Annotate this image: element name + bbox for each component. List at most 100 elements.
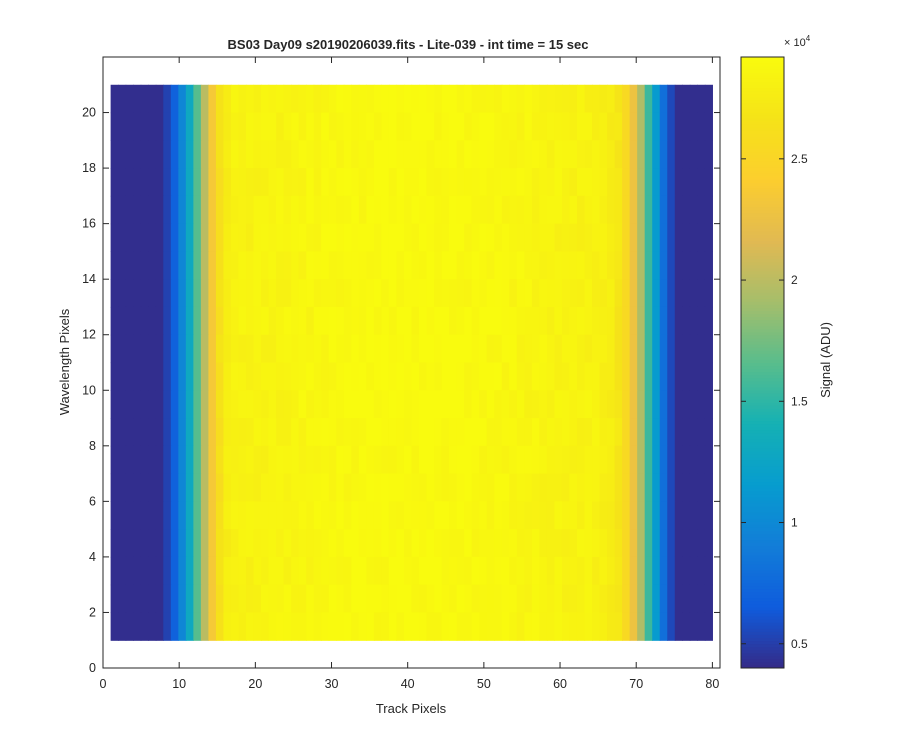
heatmap-cell — [546, 168, 556, 197]
heatmap-cell — [223, 195, 232, 225]
heatmap-cell — [471, 223, 480, 253]
heatmap-cell — [411, 279, 420, 308]
heatmap-cell — [230, 223, 240, 253]
heatmap-cell — [230, 306, 240, 336]
heatmap-cell — [185, 84, 194, 114]
heatmap-cell — [607, 251, 616, 280]
heatmap-cell — [163, 390, 172, 419]
heatmap-cell — [419, 445, 428, 475]
heatmap-cell — [283, 334, 292, 364]
heatmap-cell — [539, 334, 548, 364]
heatmap-cell — [464, 501, 473, 530]
heatmap-cell — [411, 251, 420, 280]
heatmap-cell — [509, 168, 518, 197]
heatmap-cell — [321, 362, 330, 391]
heatmap-cell — [501, 390, 510, 419]
heatmap-cell — [426, 501, 435, 530]
heatmap-cell — [268, 84, 277, 114]
heatmap-cell — [584, 112, 593, 141]
heatmap-cell — [592, 418, 601, 447]
heatmap-cell — [652, 445, 661, 475]
heatmap-cell — [193, 390, 202, 419]
heatmap-cell — [449, 556, 458, 586]
heatmap-cell — [426, 529, 435, 558]
heatmap-cell — [283, 168, 292, 197]
heatmap-cell — [396, 279, 405, 308]
heatmap-cell — [283, 473, 292, 502]
heatmap-cell — [501, 112, 510, 141]
heatmap-cell — [193, 612, 202, 641]
heatmap-cell — [313, 223, 322, 253]
heatmap-cell — [321, 306, 330, 336]
heatmap-cell — [531, 529, 540, 558]
heatmap-cell — [652, 279, 661, 308]
heatmap-cell — [449, 112, 458, 141]
heatmap-cell — [554, 445, 563, 475]
heatmap-cell — [313, 584, 322, 614]
heatmap-cell — [155, 84, 164, 114]
colorbar-swatch — [741, 231, 784, 235]
heatmap-cell — [524, 195, 533, 225]
heatmap-cell — [238, 334, 247, 364]
heatmap-cell — [148, 84, 157, 114]
heatmap-cell — [682, 223, 691, 253]
heatmap-cell — [125, 84, 134, 114]
heatmap-cell — [509, 556, 518, 586]
heatmap-cell — [396, 195, 405, 225]
heatmap-cell — [148, 529, 157, 558]
heatmap-cell — [388, 84, 398, 114]
heatmap-cell — [155, 529, 164, 558]
heatmap-cell — [509, 306, 518, 336]
colorbar-swatch — [741, 368, 784, 373]
heatmap-cell — [456, 418, 465, 447]
heatmap-cell — [471, 445, 480, 475]
heatmap-cell — [238, 501, 247, 530]
heatmap-cell — [659, 390, 668, 419]
heatmap-cell — [637, 168, 646, 197]
heatmap-cell — [697, 529, 706, 558]
heatmap-cell — [569, 168, 578, 197]
heatmap-cell — [291, 223, 300, 253]
heatmap-cell — [599, 501, 608, 530]
heatmap-cell — [283, 584, 292, 614]
heatmap-cell — [155, 473, 164, 502]
heatmap-cell — [170, 168, 179, 197]
heatmap-cell — [546, 445, 556, 475]
heatmap-cell — [614, 223, 623, 253]
heatmap-cell — [336, 529, 345, 558]
heatmap-cell — [524, 584, 533, 614]
heatmap-cell — [388, 390, 398, 419]
heatmap-cell — [667, 390, 676, 419]
heatmap-cell — [358, 501, 367, 530]
colorbar-swatch — [741, 240, 784, 244]
heatmap-cell — [313, 84, 322, 114]
heatmap-cell — [674, 223, 683, 253]
heatmap-cell — [501, 306, 510, 336]
heatmap-cell — [366, 223, 375, 253]
heatmap-cell — [193, 418, 202, 447]
heatmap-cell — [193, 140, 202, 169]
heatmap-cell — [464, 473, 473, 502]
heatmap-cell — [546, 84, 556, 114]
heatmap-cell — [561, 418, 571, 447]
heatmap-cell — [419, 529, 428, 558]
heatmap-cell — [328, 529, 337, 558]
heatmap-cell — [434, 251, 443, 280]
colorbar-swatch — [741, 148, 784, 153]
colorbar-swatch — [741, 362, 784, 367]
heatmap-cell — [629, 251, 638, 280]
heatmap-cell — [614, 112, 623, 141]
colorbar-swatch — [741, 463, 784, 467]
heatmap-cell — [381, 612, 390, 641]
y-axis-label: Wavelength Pixels — [57, 308, 72, 415]
heatmap-cell — [178, 334, 187, 364]
heatmap-cell — [223, 334, 232, 364]
colorbar-swatch — [741, 631, 784, 635]
heatmap-cell — [434, 362, 443, 391]
heatmap-cell — [576, 390, 586, 419]
heatmap-cell — [298, 84, 307, 114]
heatmap-cell — [546, 251, 556, 280]
heatmap-cell — [697, 584, 706, 614]
heatmap-cell — [343, 140, 352, 169]
heatmap-cell — [576, 251, 586, 280]
